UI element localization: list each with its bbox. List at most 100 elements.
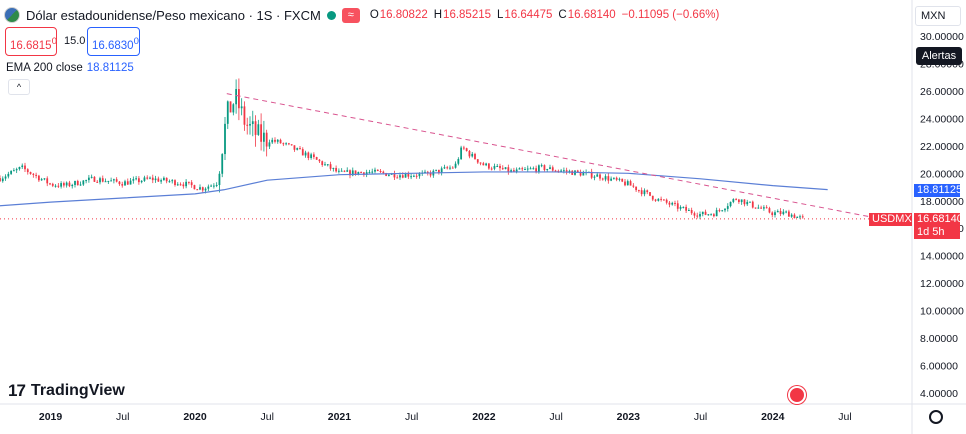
candle-body [179,184,182,186]
candle-body [26,169,29,173]
candle-body [0,178,1,182]
candle-body [190,182,193,186]
candle-body [143,177,146,181]
candle-body [268,142,271,147]
buy-button[interactable]: 16.68300 [87,27,140,56]
market-status-icon [326,10,336,20]
candle-body [554,170,557,172]
candle-body [354,170,357,175]
candle-body [515,169,518,172]
candle-body [426,171,429,173]
candle-body [140,180,143,183]
logo-mark-icon: 17 [8,381,26,400]
candle-body [301,149,304,156]
candle-body [132,179,135,181]
candle-body [335,167,338,172]
candle-body [793,214,796,218]
candle-body [85,180,88,182]
candle-body [226,101,229,124]
candle-body [71,184,74,187]
symbol-title[interactable]: Dólar estadounidense/Peso mexicano · 1S … [26,7,321,23]
candle-body [710,214,713,216]
candle-body [254,121,257,135]
sell-button[interactable]: 16.68150 [5,27,57,56]
candle-body [507,167,510,173]
candle-body [24,165,26,170]
currency-select[interactable]: MXN [915,6,961,26]
candle-body [279,139,282,144]
us-event-icon[interactable] [788,386,806,404]
candle-body [76,180,79,186]
candle-body [668,202,671,205]
candle-body [685,206,688,211]
y-tick-label: 12.00000 [920,278,964,290]
candle-body [782,211,785,215]
candle-body [468,151,471,157]
candle-body [351,170,354,176]
candle-body [115,179,118,182]
x-tick-label: Jul [405,411,418,423]
ema-legend[interactable]: EMA 200 close 18.81125 [6,62,134,74]
ema-price-tag: 18.81125 [914,184,962,197]
candle-body [621,178,624,182]
candle-body [774,212,776,216]
candle-body [382,171,385,174]
candle-body [12,170,15,172]
candle-body [618,178,621,180]
candle-body [760,207,763,209]
x-tick-label: 2022 [472,411,496,423]
candle-body [521,168,524,170]
candle-body [776,210,779,213]
settings-icon[interactable] [929,410,943,424]
candle-body [565,170,568,172]
x-tick-label: Jul [116,411,129,423]
candle-body [790,214,793,217]
x-tick-label: 2019 [39,411,63,423]
candle-body [404,173,407,178]
candle-body [462,147,465,149]
candle-body [610,178,613,181]
candle-body [721,210,724,212]
collapse-legend-button[interactable]: ^ [8,79,30,95]
candle-body [204,188,207,191]
candle-body [496,166,499,168]
candle-body [90,176,93,178]
candle-body [724,208,726,211]
candle-body [601,178,604,180]
candle-body [446,167,449,169]
candle-body [746,201,749,205]
candle-body [271,139,274,143]
candle-body [651,195,654,200]
candle-body [318,159,321,162]
candle-body [221,154,224,174]
candle-body [415,175,418,177]
candle-body [185,181,188,187]
candle-body [1,178,4,182]
candle-body [637,190,640,192]
candle-body [21,165,24,168]
candle-body [218,173,221,186]
candle-body [707,214,710,216]
candle-body [237,89,240,109]
candle-body [371,171,374,173]
candle-body [10,170,13,174]
candle-body [504,167,507,170]
candle-body [529,168,532,170]
candle-body [74,180,76,185]
candle-body [649,192,651,196]
candle-body [360,172,363,174]
candle-body [129,180,132,185]
candle-body [440,168,443,173]
alerts-button[interactable]: Alertas [916,47,962,65]
candle-body [737,199,740,203]
x-tick-label: 2023 [617,411,641,423]
candle-body [199,187,201,190]
candle-body [290,144,293,146]
candle-body [121,184,124,186]
candle-body [29,172,32,174]
candle-body [326,164,329,166]
y-tick-label: 22.00000 [920,141,964,153]
tradingview-logo[interactable]: 17 TradingView [8,381,125,401]
replay-icon[interactable]: ≈ [341,7,360,23]
